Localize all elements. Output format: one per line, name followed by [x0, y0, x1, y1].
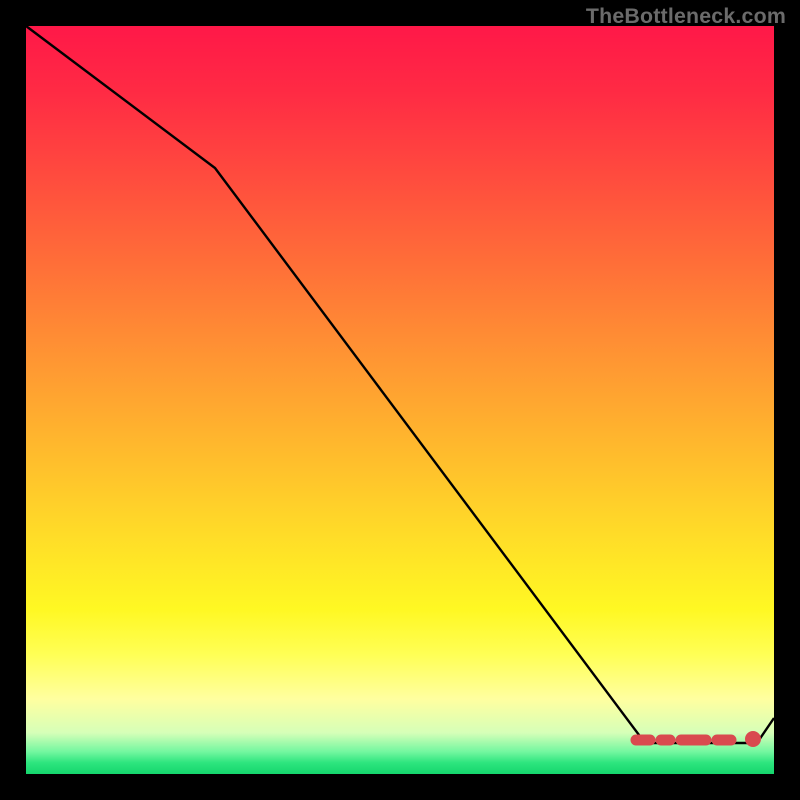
bottleneck-chart [0, 0, 800, 800]
attribution-label: TheBottleneck.com [586, 4, 786, 29]
target-marker-icon [745, 731, 761, 747]
plot-area [26, 26, 774, 774]
chart-container: { "attribution": { "text": "TheBottlenec… [0, 0, 800, 800]
